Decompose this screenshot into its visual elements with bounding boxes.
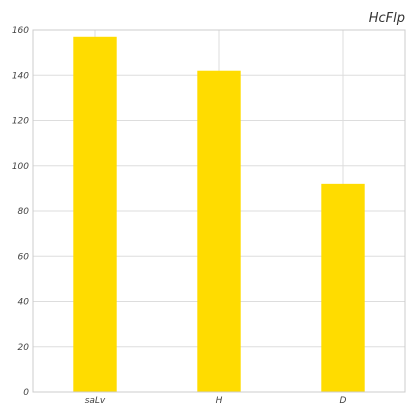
x-tick-label: D xyxy=(340,396,347,406)
x-tick-label: H xyxy=(216,396,223,406)
y-tick-label: 60 xyxy=(18,252,30,262)
y-tick-label: 140 xyxy=(12,71,29,81)
chart-title: HcFlp xyxy=(369,11,405,26)
y-tick-label: 100 xyxy=(12,162,29,172)
plot-frame xyxy=(32,29,406,393)
x-tick-labels: saLv H D xyxy=(85,396,347,406)
bar-D[interactable] xyxy=(321,183,365,392)
y-tick-label: 0 xyxy=(23,388,29,398)
bar-H[interactable] xyxy=(197,70,241,392)
bars xyxy=(73,36,365,392)
y-tick-labels: 0 20 40 60 80 100 120 140 160 xyxy=(12,26,29,398)
y-tick-label: 40 xyxy=(18,298,30,308)
y-tick-label: 120 xyxy=(12,117,29,127)
y-tick-label: 160 xyxy=(12,26,29,36)
y-tick-label: 20 xyxy=(18,343,30,353)
bar-saLv[interactable] xyxy=(73,36,117,392)
y-tick-label: 80 xyxy=(18,207,30,217)
x-tick-label: saLv xyxy=(85,396,106,406)
